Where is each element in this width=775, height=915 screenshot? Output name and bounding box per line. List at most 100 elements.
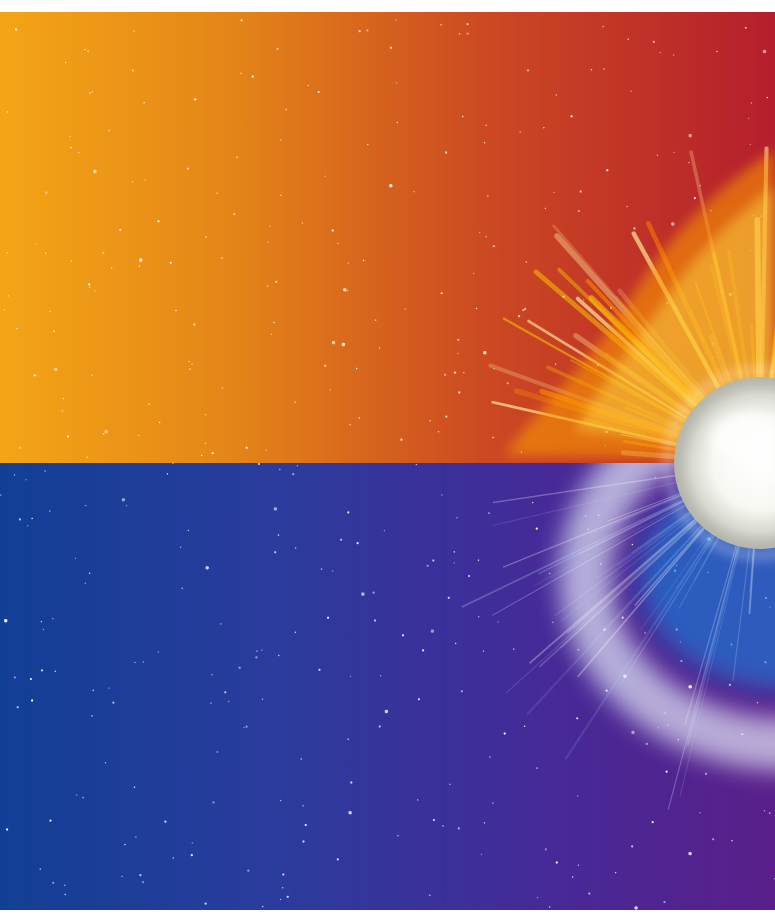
star-dot bbox=[549, 906, 551, 908]
star-dot bbox=[663, 900, 666, 904]
star-dot bbox=[269, 225, 271, 227]
star-dot bbox=[205, 236, 207, 238]
star-dot bbox=[577, 864, 580, 866]
star-dot bbox=[731, 840, 733, 842]
star-dot bbox=[630, 90, 632, 92]
star-dot bbox=[94, 290, 96, 292]
star-dot bbox=[190, 854, 193, 857]
star-dot bbox=[449, 783, 451, 785]
star-dot bbox=[457, 827, 460, 830]
star-dot bbox=[164, 820, 167, 823]
star-dot bbox=[374, 319, 377, 321]
star-dot bbox=[422, 649, 425, 652]
star-dot bbox=[485, 236, 487, 238]
star-dot bbox=[19, 446, 22, 449]
star-dot bbox=[400, 438, 403, 441]
star-dot bbox=[440, 24, 442, 26]
star-dot bbox=[187, 529, 189, 532]
star-dot bbox=[29, 677, 32, 681]
star-dot bbox=[278, 654, 280, 657]
star-dot bbox=[3, 309, 6, 311]
star-dot bbox=[70, 146, 72, 149]
star-dot bbox=[261, 649, 263, 651]
star-dot bbox=[166, 473, 169, 475]
star-dot bbox=[294, 631, 297, 633]
star-dot bbox=[280, 194, 282, 196]
star-dot bbox=[135, 836, 137, 838]
star-dot bbox=[193, 323, 196, 326]
star-dot bbox=[133, 786, 136, 788]
star-dot bbox=[348, 811, 352, 815]
star-dot bbox=[656, 154, 659, 156]
star-dot bbox=[13, 474, 16, 476]
star-dot bbox=[466, 32, 469, 35]
star-dot bbox=[440, 292, 443, 295]
star-dot bbox=[384, 709, 389, 714]
star-dot bbox=[372, 591, 375, 594]
star-dot bbox=[555, 861, 558, 864]
star-dot bbox=[108, 129, 110, 132]
star-dot bbox=[380, 675, 382, 677]
star-dot bbox=[144, 179, 146, 181]
star-dot bbox=[281, 887, 284, 889]
star-dot bbox=[228, 700, 230, 703]
star-dot bbox=[88, 572, 91, 574]
star-dot bbox=[181, 587, 183, 589]
star-dot bbox=[66, 435, 70, 438]
star-dot bbox=[485, 124, 487, 127]
star-dot bbox=[576, 795, 579, 797]
star-dot bbox=[89, 92, 91, 94]
star-dot bbox=[220, 623, 222, 625]
star-dot bbox=[442, 825, 444, 827]
star-dot bbox=[273, 321, 275, 324]
star-dot bbox=[336, 858, 339, 861]
star-dot bbox=[327, 616, 330, 619]
star-dot bbox=[84, 48, 86, 51]
star-dot bbox=[347, 511, 350, 514]
star-dot bbox=[273, 507, 278, 511]
star-dot bbox=[88, 283, 91, 286]
star-dot bbox=[590, 69, 593, 71]
star-dot bbox=[614, 871, 617, 874]
star-dot bbox=[277, 534, 280, 536]
star-dot bbox=[216, 751, 218, 753]
star-dot bbox=[688, 133, 692, 138]
star-dot bbox=[480, 853, 483, 856]
star-dot bbox=[139, 258, 143, 262]
star-dot bbox=[49, 510, 51, 512]
star-dot bbox=[553, 191, 555, 194]
star-dot bbox=[224, 691, 227, 694]
star-dot bbox=[366, 29, 369, 32]
star-dot bbox=[35, 243, 37, 246]
star-dot bbox=[54, 670, 56, 672]
star-dot bbox=[466, 23, 469, 26]
star-dot bbox=[430, 629, 435, 633]
star-dot bbox=[378, 347, 381, 349]
star-dot bbox=[301, 222, 304, 224]
star-dot bbox=[453, 551, 455, 553]
star-dot bbox=[457, 338, 460, 341]
star-dot bbox=[148, 403, 151, 406]
star-dot bbox=[201, 454, 203, 457]
star-dot bbox=[497, 621, 499, 623]
star-dot bbox=[492, 802, 494, 804]
star-dot bbox=[49, 819, 52, 822]
star-dot bbox=[18, 518, 21, 521]
star-dot bbox=[274, 551, 277, 554]
star-dot bbox=[455, 642, 457, 645]
star-dot bbox=[52, 881, 55, 884]
star-dot bbox=[432, 559, 435, 562]
star-dot bbox=[86, 456, 88, 458]
star-dot bbox=[16, 706, 19, 709]
star-dot bbox=[417, 799, 419, 801]
star-dot bbox=[519, 131, 521, 133]
star-dot bbox=[453, 562, 455, 564]
star-dot bbox=[121, 875, 123, 878]
star-dot bbox=[233, 213, 236, 216]
star-dot bbox=[104, 429, 108, 434]
star-dot bbox=[211, 452, 214, 455]
star-dot bbox=[347, 262, 349, 264]
star-dot bbox=[302, 840, 305, 843]
star-dot bbox=[172, 462, 174, 464]
star-dot bbox=[191, 842, 193, 844]
